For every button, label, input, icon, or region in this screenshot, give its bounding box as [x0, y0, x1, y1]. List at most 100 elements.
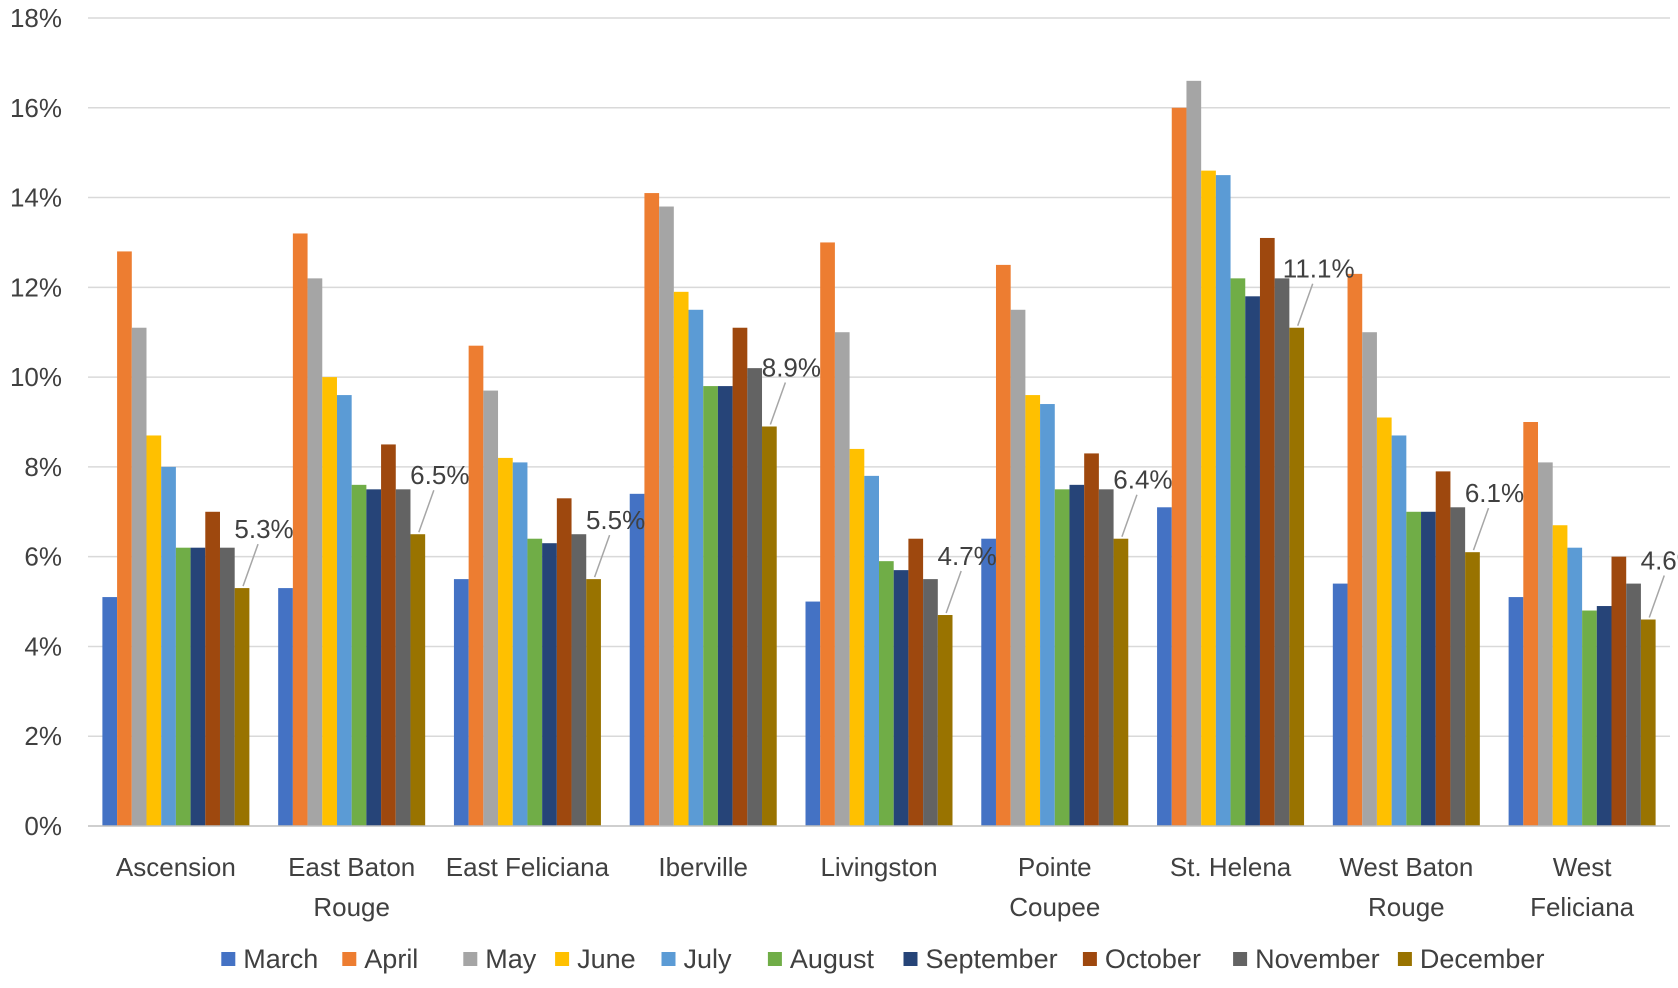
bar-july: [1391, 435, 1407, 826]
data-label-leader: [769, 382, 787, 425]
legend-label-september: September: [926, 944, 1058, 974]
bar-june: [849, 448, 865, 826]
legend-label-may: May: [485, 944, 537, 974]
bar-may: [1186, 80, 1202, 827]
bar-march: [1332, 583, 1348, 826]
bar-november: [1450, 507, 1466, 826]
x-category-label: Livingston: [820, 852, 937, 882]
legend-swatch-june: [555, 952, 570, 966]
bar-december: [762, 426, 777, 826]
x-category-label: Ascension: [116, 852, 236, 882]
bar-june: [498, 457, 513, 826]
legend-swatch-october: [1082, 952, 1097, 966]
bar-november: [395, 489, 411, 826]
bar-march: [453, 579, 469, 826]
data-label: 6.4%: [1113, 465, 1172, 495]
bar-november: [219, 547, 235, 826]
x-category-label: West Baton Rouge: [1339, 852, 1473, 922]
bar-october: [205, 511, 220, 826]
bar-august: [175, 547, 191, 826]
bar-july: [336, 395, 352, 826]
bar-september: [190, 547, 206, 826]
y-tick-label: 0%: [24, 811, 62, 841]
bar-june: [1201, 170, 1216, 826]
bar-april: [820, 242, 835, 826]
x-category-label: East Baton Rouge: [288, 852, 415, 922]
legend-swatch-december: [1397, 952, 1412, 966]
bar-september: [366, 489, 382, 826]
bar-august: [351, 484, 367, 826]
legend-label-august: August: [790, 944, 875, 974]
data-label-leader: [945, 570, 962, 614]
data-label: 6.1%: [1465, 478, 1524, 508]
data-label-leader: [593, 534, 611, 578]
bar-august: [1582, 610, 1597, 826]
bar-october: [908, 538, 924, 826]
bar-april: [1347, 273, 1363, 826]
data-label-leader: [1648, 575, 1665, 618]
bar-april: [1523, 422, 1539, 826]
bar-july: [512, 462, 528, 826]
data-label: 8.9%: [762, 352, 821, 382]
bar-september: [893, 570, 909, 826]
bar-may: [1538, 462, 1553, 826]
y-tick-label: 4%: [24, 631, 62, 661]
bar-june: [146, 435, 162, 826]
legend-swatch-march: [221, 952, 236, 966]
data-label-leader: [418, 489, 435, 533]
x-category-label: St. Helena: [1170, 852, 1292, 882]
bar-november: [1098, 489, 1114, 826]
bar-june: [673, 291, 689, 826]
legend-label-march: March: [243, 944, 318, 974]
y-tick-label: 18%: [10, 3, 62, 33]
bar-september: [1596, 606, 1612, 826]
bar-october: [1435, 471, 1451, 826]
data-label-leader: [1296, 283, 1314, 326]
bar-november: [923, 579, 938, 826]
bar-december: [1113, 538, 1129, 826]
bar-october: [381, 444, 396, 826]
bar-july: [864, 475, 879, 826]
bar-march: [805, 601, 821, 826]
bar-june: [1552, 525, 1568, 826]
bar-april: [117, 251, 132, 827]
legend-label-december: December: [1420, 944, 1545, 974]
bar-october: [556, 498, 572, 826]
legend-swatch-july: [661, 952, 676, 966]
data-label-leader: [1121, 494, 1138, 537]
bar-october: [1611, 556, 1627, 826]
legend-swatch-november: [1233, 952, 1248, 966]
bar-may: [1362, 332, 1377, 826]
x-category-label: West Feliciana: [1530, 852, 1635, 922]
legend-swatch-august: [767, 952, 782, 966]
bar-august: [527, 538, 543, 826]
bar-december: [586, 579, 601, 826]
legend-label-july: July: [684, 944, 733, 974]
bar-april: [995, 264, 1011, 826]
bar-march: [981, 538, 996, 826]
y-tick-label: 2%: [24, 721, 62, 751]
bar-august: [1406, 511, 1422, 826]
bar-august: [1054, 489, 1070, 826]
y-tick-label: 10%: [10, 362, 62, 392]
bar-april: [468, 345, 484, 826]
x-category-label: Iberville: [658, 852, 748, 882]
bar-december: [1465, 552, 1480, 826]
bar-september: [1245, 296, 1260, 826]
data-label: 6.5%: [410, 460, 469, 490]
legend-label-june: June: [577, 944, 636, 974]
bar-april: [292, 233, 308, 827]
bar-december: [1289, 327, 1305, 826]
data-label: 11.1%: [1283, 254, 1355, 284]
bar-may: [483, 390, 499, 826]
y-tick-label: 6%: [24, 542, 62, 572]
bar-december: [1640, 619, 1656, 826]
bar-september: [542, 543, 557, 826]
bar-may: [659, 206, 674, 826]
bar-march: [1157, 507, 1172, 826]
bar-july: [1215, 175, 1231, 827]
data-label: 4.7%: [938, 541, 997, 571]
bar-july: [688, 309, 704, 826]
